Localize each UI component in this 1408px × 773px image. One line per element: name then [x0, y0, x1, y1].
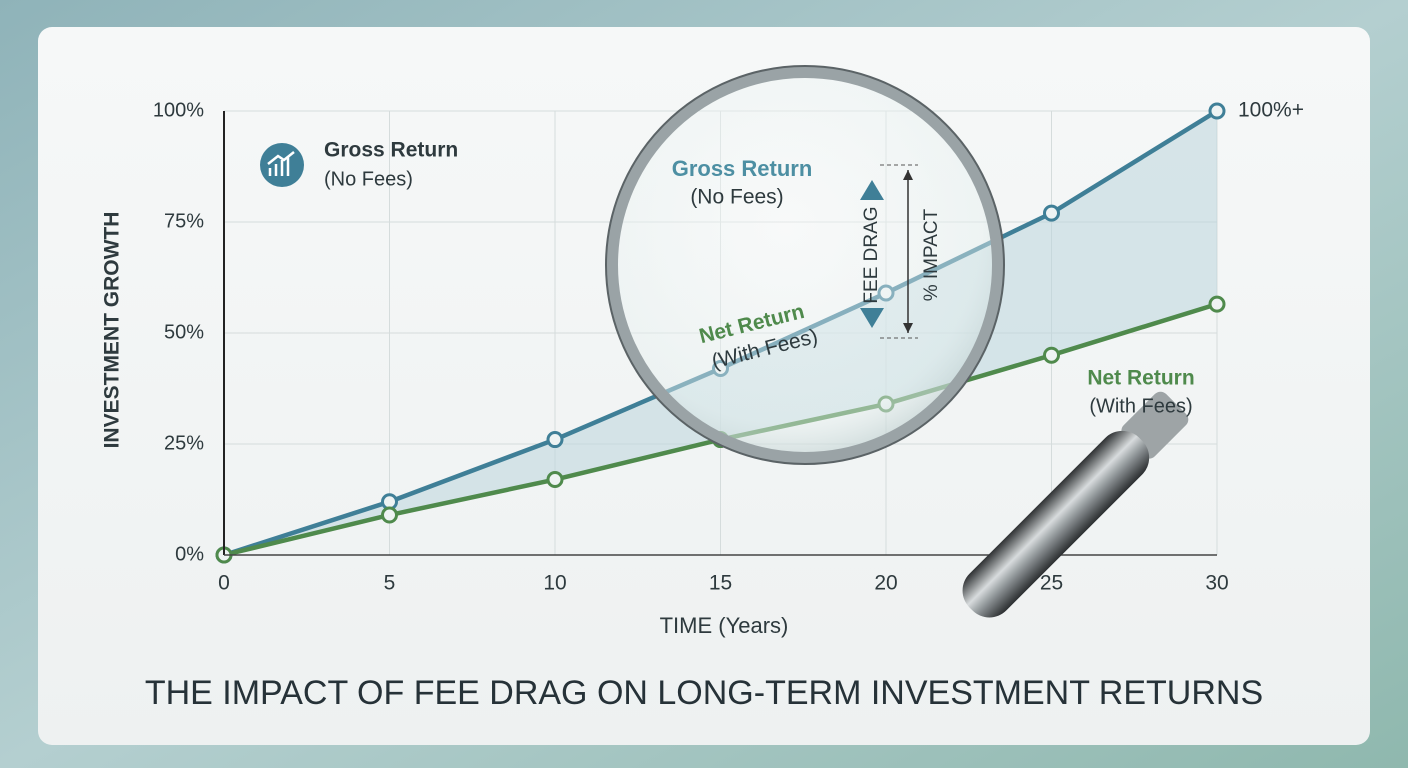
legend-icon-glyph	[267, 151, 295, 176]
y-tick-label: 100%	[153, 99, 204, 121]
x-tick-label: 30	[1205, 572, 1228, 595]
magnifier-rim	[605, 65, 1005, 465]
y-tick-label: 50%	[164, 321, 204, 343]
legend-gross: Gross Return	[324, 139, 458, 162]
data-point	[1043, 204, 1060, 222]
data-point	[1208, 102, 1226, 120]
arrow-head	[903, 170, 913, 180]
arrow-down	[860, 308, 884, 328]
lens-gross-note: (No Fees)	[690, 186, 783, 209]
lens-gross-label: Gross Return	[672, 156, 813, 181]
magnifier-lens	[606, 66, 1004, 464]
x-tick-label: 10	[543, 572, 566, 595]
data-point	[1208, 295, 1226, 313]
chart-title: THE IMPACT OF FEE DRAG ON LONG-TERM INVE…	[145, 674, 1263, 712]
magnifier-handle	[962, 430, 1150, 618]
y-tick-label: 75%	[164, 210, 204, 232]
end-label: 100%+	[1238, 99, 1304, 122]
arrow-head	[903, 323, 913, 333]
y-axis-label: INVESTMENT GROWTH	[101, 212, 124, 449]
data-point	[381, 506, 398, 524]
legend-net: Net Return	[1087, 367, 1194, 390]
magnifier: FEE DRAG % IMPACT Gross Return (No Fees)…	[605, 65, 1189, 618]
data-point	[546, 431, 564, 449]
data-point	[1043, 346, 1060, 364]
x-axis-label: TIME (Years)	[660, 613, 789, 638]
y-tick-label: 0%	[175, 543, 204, 565]
fee-gap-area	[224, 111, 1217, 555]
x-tick-label: 25	[1040, 572, 1063, 595]
data-point	[546, 471, 564, 489]
x-tick-label: 20	[874, 572, 897, 595]
legend-gross-note: (No Fees)	[324, 168, 413, 190]
y-tick-label: 25%	[164, 432, 204, 454]
x-tick-label: 0	[218, 572, 230, 595]
impact-label: % IMPACT	[921, 208, 942, 301]
x-tick-label: 5	[384, 572, 396, 595]
fee-drag-label: FEE DRAG	[861, 206, 882, 303]
legend-net-note: (With Fees)	[1089, 395, 1192, 417]
arrow-up	[860, 180, 884, 200]
x-tick-label: 15	[709, 572, 732, 595]
